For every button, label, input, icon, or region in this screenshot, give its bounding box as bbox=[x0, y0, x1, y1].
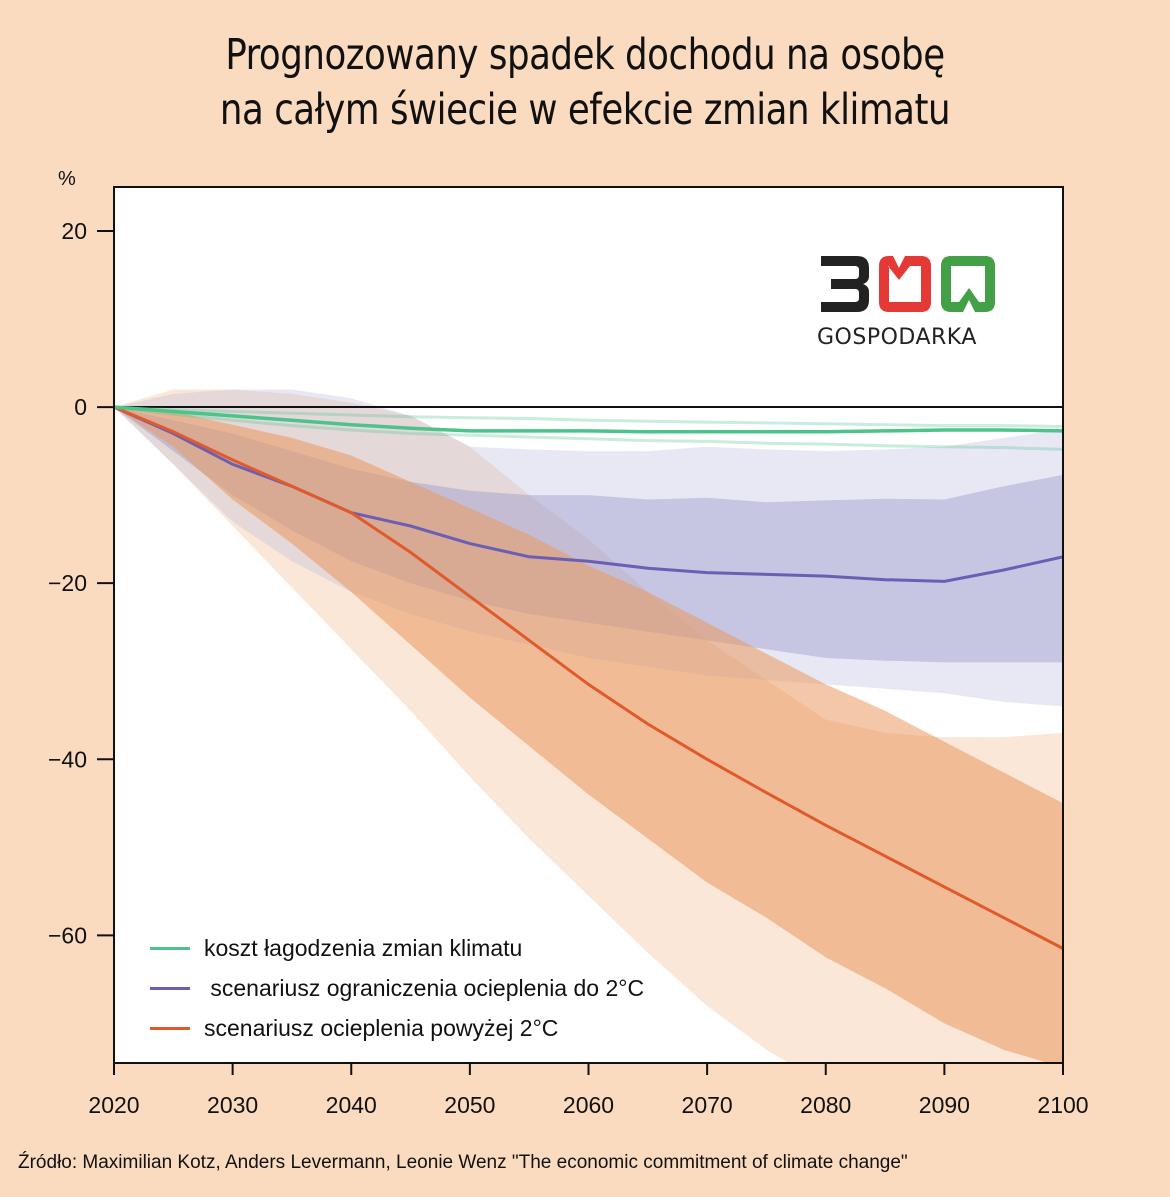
legend-swatch-purple bbox=[150, 986, 190, 990]
x-tick-label: 2100 bbox=[1037, 1092, 1088, 1118]
legend-item-mitigation: koszt łagodzenia zmian klimatu bbox=[150, 928, 644, 968]
x-tick-label: 2040 bbox=[326, 1092, 377, 1118]
x-tick-label: 2020 bbox=[88, 1092, 139, 1118]
y-tick-label: −40 bbox=[48, 746, 87, 772]
y-tick-label: −60 bbox=[48, 922, 87, 948]
x-tick-label: 2050 bbox=[444, 1092, 495, 1118]
x-axis: 2020 2030 2040 2050 2060 2070 2080 2090 2100 bbox=[88, 1063, 1089, 1118]
y-tick-label: 20 bbox=[61, 218, 87, 244]
x-tick-label: 2090 bbox=[919, 1092, 970, 1118]
y-tick-label: −20 bbox=[48, 570, 87, 596]
x-tick-label: 2060 bbox=[563, 1092, 614, 1118]
y-axis: 20 0 −20 −40 −60 bbox=[48, 218, 114, 948]
chart-title: Prognozowany spadek dochodu na osobę na … bbox=[0, 28, 1170, 138]
band-inner-above-2c bbox=[114, 407, 1063, 1063]
title-line-1: Prognozowany spadek dochodu na osobę bbox=[225, 30, 945, 80]
legend-label: scenariusz ograniczenia ocieplenia do 2°… bbox=[204, 974, 645, 1001]
legend-item-above-2c: scenariusz ocieplenia powyżej 2°C bbox=[150, 1008, 644, 1048]
title-line-2: na całym świecie w efekcie zmian klimatu bbox=[219, 85, 951, 135]
line-mitigation-cost bbox=[114, 405, 1063, 434]
y-tick-label: 0 bbox=[74, 394, 87, 420]
line-mitigation-upper bbox=[114, 405, 1063, 428]
legend-label: scenariusz ocieplenia powyżej 2°C bbox=[204, 1014, 559, 1041]
x-tick-label: 2070 bbox=[682, 1092, 733, 1118]
uncertainty-bands bbox=[114, 389, 1063, 1063]
source-note: Źródło: Maximilian Kotz, Anders Leverman… bbox=[18, 1152, 908, 1173]
line-mitigation-lower bbox=[114, 405, 1063, 451]
legend: koszt łagodzenia zmian klimatu scenarius… bbox=[150, 928, 644, 1048]
legend-item-2c: scenariusz ograniczenia ocieplenia do 2°… bbox=[150, 968, 644, 1008]
x-tick-label: 2030 bbox=[207, 1092, 258, 1118]
legend-swatch-green bbox=[150, 946, 190, 950]
x-tick-label: 2080 bbox=[800, 1092, 851, 1118]
logo-300-icon bbox=[821, 256, 995, 312]
series-lines bbox=[114, 405, 1063, 950]
logo-300-gospodarka: GOSPODARKA bbox=[817, 248, 1007, 350]
legend-label: koszt łagodzenia zmian klimatu bbox=[204, 934, 523, 961]
logo-label: GOSPODARKA bbox=[817, 325, 977, 350]
line-above-2c-median bbox=[114, 405, 1063, 950]
y-axis-unit-label: % bbox=[58, 168, 76, 190]
legend-swatch-orange bbox=[150, 1026, 190, 1030]
